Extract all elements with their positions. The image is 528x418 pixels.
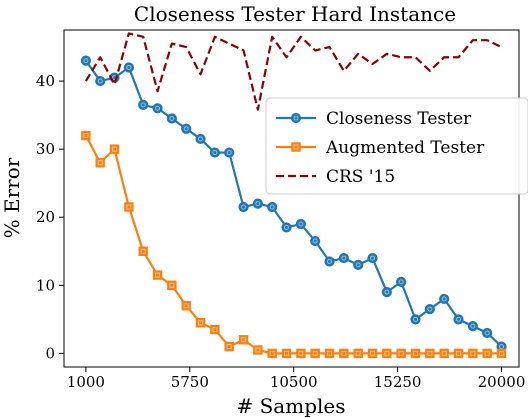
y-axis-label: % Error: [0, 157, 24, 238]
x-tick-label: 1000: [67, 373, 105, 391]
augmented-tester-point: [396, 348, 406, 359]
augmented-tester-point: [167, 280, 177, 291]
closeness-tester-point: [80, 55, 91, 66]
augmented-tester-point: [324, 348, 335, 359]
closeness-tester-point: [152, 103, 163, 114]
closeness-tester-point: [123, 62, 134, 73]
y-tick-label: 0: [45, 344, 55, 362]
x-axis-label: # Samples: [236, 394, 345, 418]
x-tick-label: 10500: [270, 373, 318, 391]
closeness-tester-point: [424, 304, 435, 315]
closeness-tester-point: [367, 252, 378, 264]
legend-box: [265, 97, 528, 195]
augmented-tester-point: [267, 348, 277, 359]
legend-marker: [291, 142, 301, 152]
closeness-tester-point: [95, 75, 106, 87]
augmented-tester-point: [367, 348, 378, 359]
closeness-tester-point: [181, 123, 192, 134]
closeness-tester-point: [209, 147, 220, 158]
augmented-tester-point: [224, 341, 234, 352]
augmented-tester-point: [425, 348, 435, 359]
augmented-tester-point: [181, 301, 191, 311]
closeness-tester-point: [224, 147, 235, 158]
legend-entry-crs-15: CRS '15: [276, 167, 395, 187]
y-tick-label: 10: [36, 276, 55, 294]
closeness-tester-point: [467, 321, 478, 332]
augmented-tester-point: [281, 348, 292, 359]
x-tick-label: 5750: [171, 373, 209, 391]
closeness-tester-point: [324, 256, 335, 267]
x-tick-label: 20000: [478, 373, 526, 391]
augmented-tester-point: [253, 345, 263, 355]
y-tick-label: 20: [36, 208, 55, 226]
augmented-tester-point: [482, 348, 492, 359]
y-tick-label: 40: [36, 72, 55, 90]
augmented-tester-point: [95, 158, 105, 168]
augmented-tester-point: [109, 144, 120, 154]
crs-15-series: [84, 32, 502, 111]
closeness-tester-point: [410, 314, 421, 325]
augmented-tester-point: [296, 348, 306, 359]
augmented-tester-point: [152, 270, 163, 280]
chart-title: Closeness Tester Hard Instance: [134, 2, 456, 26]
augmented-tester-point: [238, 335, 249, 345]
augmented-tester-point: [138, 246, 148, 256]
augmented-tester-point: [382, 348, 392, 359]
augmented-tester-point: [468, 348, 478, 359]
legend-label: Closeness Tester: [326, 109, 472, 129]
augmented-tester-point: [439, 348, 449, 359]
legend-marker: [290, 112, 302, 124]
closeness-tester-point: [138, 99, 149, 110]
closeness-tester-point: [310, 235, 321, 247]
closeness-tester-point: [252, 198, 263, 209]
augmented-tester-series: [81, 130, 507, 359]
augmented-tester-point: [353, 348, 363, 359]
augmented-tester-point: [195, 318, 206, 328]
closeness-tester-point: [396, 276, 407, 287]
closeness-tester-point: [281, 222, 292, 233]
closeness-tester-point: [439, 293, 450, 305]
series-layer: [80, 32, 507, 359]
x-axis: 1000 5750 10500 15250 20000: [67, 367, 526, 391]
x-tick-label: 15250: [374, 373, 422, 391]
closeness-tester-point: [482, 327, 493, 339]
closeness-tester-point: [338, 252, 349, 264]
y-axis: 0 10 20 30 40: [36, 72, 64, 362]
augmented-tester-point: [310, 348, 320, 359]
closeness-tester-point: [195, 133, 206, 145]
closeness-tester-point: [381, 287, 392, 298]
augmented-tester-point: [453, 348, 464, 359]
augmented-tester-point: [496, 348, 507, 359]
closeness-tester-point: [166, 113, 177, 124]
legend: Closeness Tester Augmented Tester CRS '15: [265, 97, 528, 195]
legend-label: Augmented Tester: [325, 138, 485, 158]
closeness-tester-point: [453, 314, 464, 325]
augmented-tester-point: [81, 130, 91, 141]
closeness-tester-point: [238, 201, 249, 213]
legend-entry-augmented-tester: Augmented Tester: [276, 138, 485, 158]
legend-entry-closeness-tester: Closeness Tester: [276, 109, 472, 129]
closeness-tester-point: [353, 259, 364, 270]
legend-label: CRS '15: [326, 167, 395, 187]
augmented-tester-point: [124, 202, 134, 212]
augmented-tester-point: [210, 324, 220, 335]
y-tick-label: 30: [36, 140, 55, 158]
closeness-tester-point: [295, 218, 306, 230]
closeness-tester-point: [267, 201, 278, 213]
augmented-tester-point: [410, 348, 421, 359]
plot-frame: [63, 29, 520, 368]
augmented-tester-point: [339, 348, 349, 359]
crs-15-line: [84, 32, 502, 111]
